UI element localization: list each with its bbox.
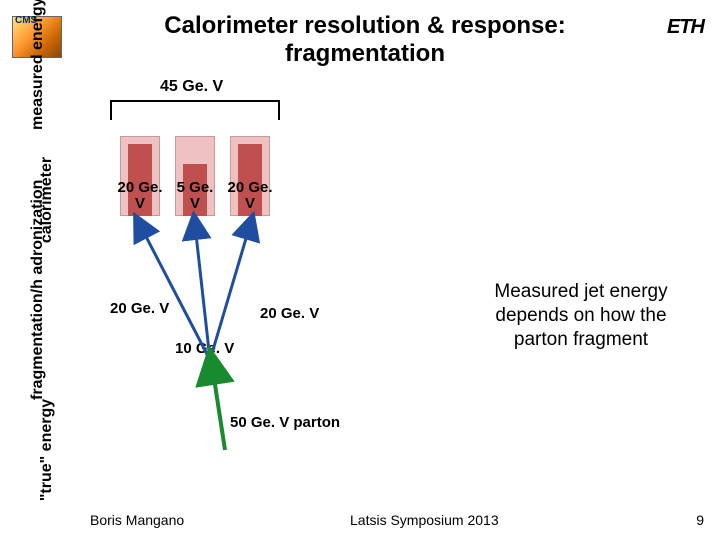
footer-author: Boris Mangano	[90, 512, 184, 528]
parton-label: 50 Ge. V parton	[230, 415, 340, 432]
bar-3-label: 20 Ge. V	[226, 180, 274, 212]
bar-2-label: 5 Ge. V	[173, 180, 217, 212]
subtitle: Measured jet energy depends on how the p…	[466, 280, 696, 351]
arrows-svg	[0, 0, 720, 540]
bar-1-label: 20 Ge. V	[116, 180, 164, 212]
slide-title: Calorimeter resolution & response: fragm…	[110, 12, 620, 67]
arrow-left-label: 20 Ge. V	[110, 300, 169, 317]
top-energy-label: 45 Ge. V	[160, 78, 223, 96]
footer-event: Latsis Symposium 2013	[350, 512, 499, 528]
bracket	[110, 100, 280, 120]
ylabel-measured: measured energy	[30, 30, 47, 130]
ylabel-true-energy: "true" energy	[38, 390, 56, 510]
arrow-right-label: 20 Ge. V	[260, 305, 319, 322]
eth-logo: ETH	[667, 16, 704, 39]
ylabel-fragmentation: fragmentation/h adronization	[30, 250, 47, 400]
footer-page: 9	[696, 512, 704, 528]
arrow-mid-label: 10 Ge. V	[175, 340, 234, 357]
